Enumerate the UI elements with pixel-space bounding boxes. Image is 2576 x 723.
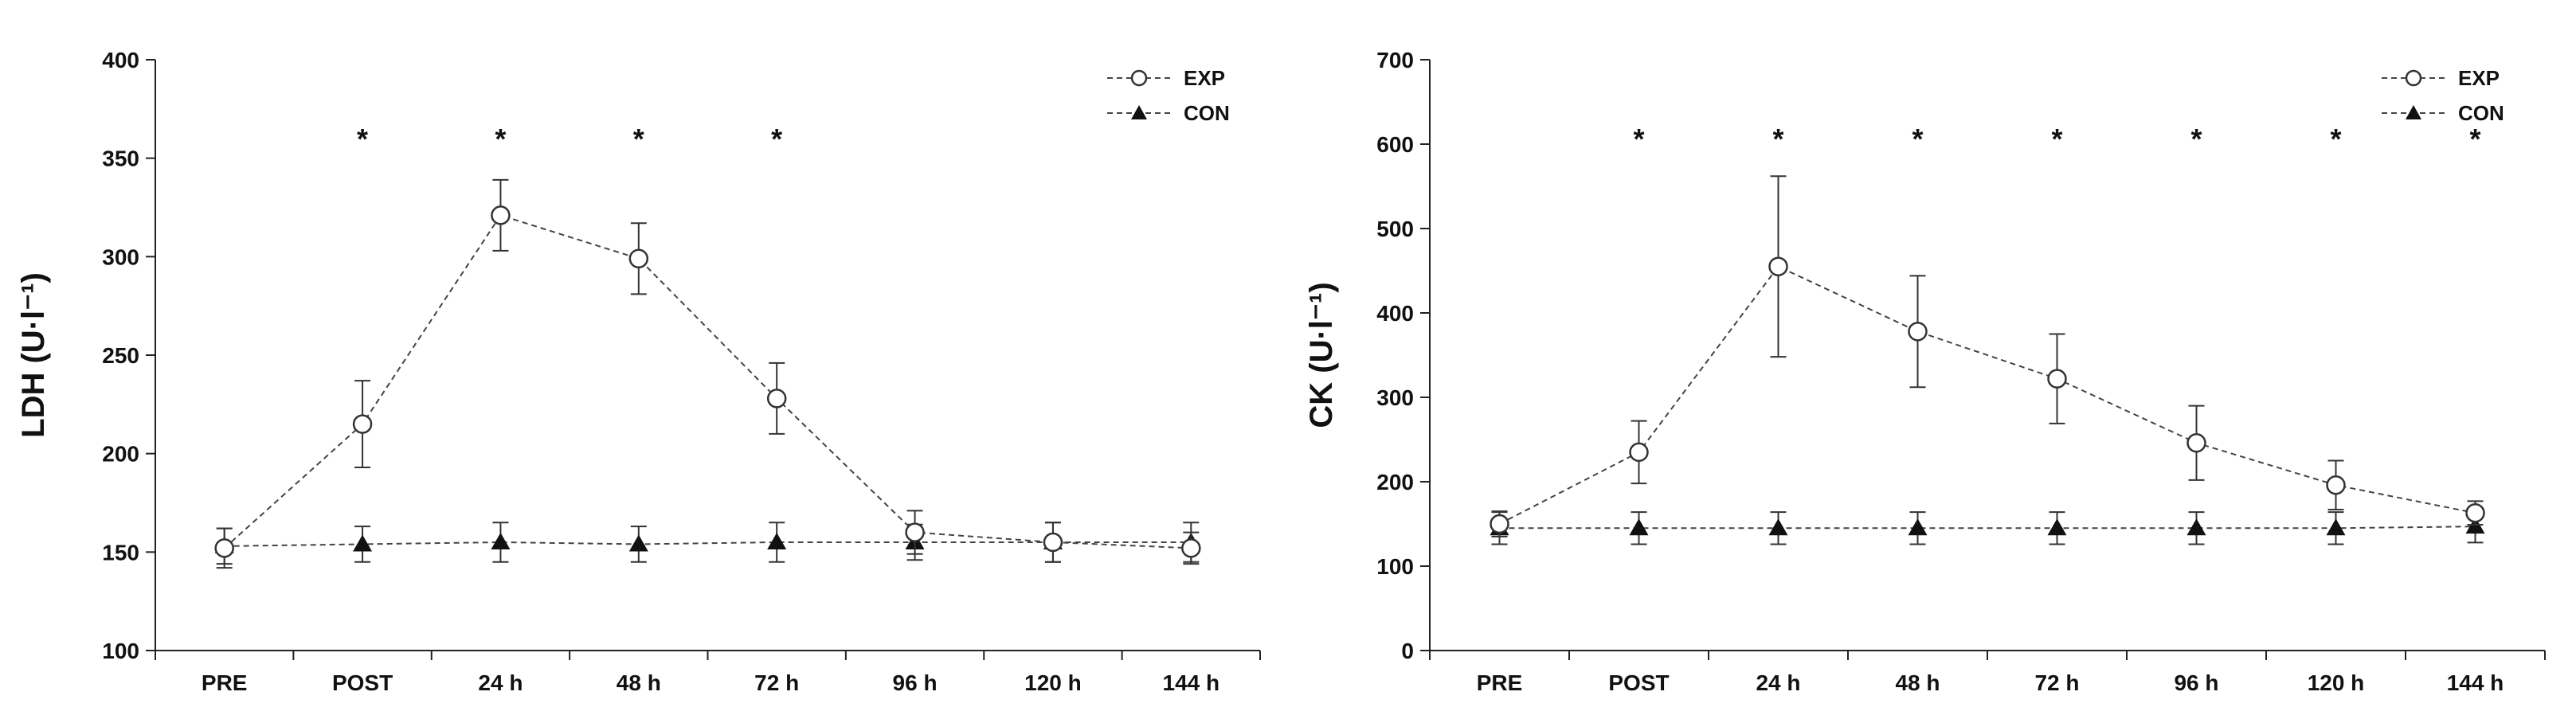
data-point-exp — [2465, 502, 2485, 523]
significance-marker: * — [1772, 123, 1783, 155]
x-tick-label: 24 h — [1756, 670, 1800, 695]
x-tick-label: 120 h — [1024, 670, 1082, 695]
data-point-exp — [352, 414, 373, 434]
series-line-exp — [1499, 265, 2476, 525]
y-axis-label: LDH (U·l⁻¹) — [16, 272, 51, 438]
y-tick-label: 250 — [102, 343, 139, 368]
legend-label: CON — [1184, 101, 1230, 125]
data-point-exp — [1908, 322, 1928, 342]
series-exp — [1490, 175, 2485, 537]
x-tick-label: 48 h — [1895, 670, 1940, 695]
significance-marker: * — [771, 123, 782, 155]
data-point-con — [1768, 518, 1788, 536]
significance-marker: * — [1633, 123, 1644, 155]
y-tick-label: 300 — [1376, 385, 1414, 410]
legend-marker — [2405, 69, 2422, 87]
chart-2: 0 100 200 300 400 500 600 700 PRE POST 24 h 48 h 72 … — [1304, 48, 2546, 695]
x-tick-label: 72 h — [754, 670, 799, 695]
y-tick-label: 150 — [102, 540, 139, 565]
x-tick-label: 96 h — [2174, 670, 2218, 695]
data-point-exp — [214, 538, 234, 558]
data-point-exp — [628, 248, 649, 269]
y-tick-label: 700 — [1376, 48, 1414, 72]
x-tick-label: 144 h — [1163, 670, 1220, 695]
y-tick-label: 600 — [1376, 132, 1414, 157]
significance-marker: * — [2190, 123, 2202, 155]
series-line-exp — [224, 214, 1192, 549]
data-point-exp — [2326, 475, 2346, 495]
x-tick-label: 72 h — [2034, 670, 2079, 695]
x-tick-label: POST — [332, 670, 393, 695]
significance-marker: * — [495, 123, 506, 155]
data-point-exp — [1768, 256, 1788, 276]
y-tick-label: 400 — [102, 48, 139, 72]
x-tick-label: 48 h — [617, 670, 661, 695]
series-con — [1490, 510, 2485, 545]
x-tick-label: PRE — [1477, 670, 1523, 695]
data-point-exp — [2186, 432, 2206, 453]
data-point-con — [353, 534, 373, 552]
data-point-con — [491, 532, 511, 549]
data-point-con — [767, 532, 787, 549]
y-tick-label: 200 — [102, 442, 139, 467]
data-point-exp — [1181, 538, 1201, 558]
x-tick-label: 24 h — [478, 670, 523, 695]
data-point-con — [628, 534, 648, 552]
data-point-exp — [1490, 514, 1509, 534]
y-tick-label: 100 — [1376, 554, 1414, 579]
y-tick-label: 200 — [1376, 470, 1414, 494]
data-point-exp — [1043, 532, 1063, 553]
data-point-exp — [2047, 369, 2067, 389]
x-tick-label: 96 h — [893, 670, 938, 695]
significance-marker: * — [633, 123, 644, 155]
significance-marker: * — [1912, 123, 1923, 155]
y-tick-label: 0 — [1401, 639, 1414, 663]
legend: EXP CON — [1107, 66, 1230, 125]
y-tick-label: 300 — [102, 244, 139, 269]
legend: EXP CON — [2382, 66, 2504, 125]
y-tick-label: 350 — [102, 147, 139, 171]
y-axis-label: CK (U·l⁻¹) — [1304, 282, 1339, 428]
data-point-con — [2047, 518, 2067, 536]
series-line-con — [224, 541, 1192, 547]
data-point-con — [1629, 518, 1649, 536]
x-tick-label: 120 h — [2308, 670, 2365, 695]
significance-marker: * — [2330, 123, 2341, 155]
chart-1: 100 150 200 250 300 350 400 PRE POST 24 h 48 h 72 h… — [16, 48, 1261, 695]
legend-label: CON — [2458, 101, 2504, 125]
y-tick-label: 400 — [1376, 301, 1414, 326]
data-point-con — [2326, 518, 2346, 536]
data-point-exp — [905, 522, 925, 542]
legend-marker — [2406, 105, 2421, 119]
x-tick-label: 144 h — [2447, 670, 2504, 695]
series-exp — [214, 178, 1201, 569]
data-point-exp — [1629, 442, 1649, 463]
significance-marker: * — [2051, 123, 2062, 155]
y-tick-label: 500 — [1376, 217, 1414, 241]
data-point-exp — [491, 205, 511, 225]
y-tick-label: 100 — [102, 639, 139, 663]
significance-marker: * — [357, 123, 368, 155]
legend-marker — [1131, 105, 1147, 119]
series-line-con — [1499, 526, 2476, 530]
legend-label: EXP — [2458, 66, 2500, 90]
data-point-exp — [766, 389, 787, 408]
x-tick-label: POST — [1608, 670, 1669, 695]
data-point-con — [2186, 518, 2206, 536]
legend-label: EXP — [1184, 66, 1225, 90]
legend-marker — [1130, 69, 1148, 87]
significance-marker: * — [2469, 123, 2480, 155]
x-tick-label: PRE — [202, 670, 248, 695]
data-point-con — [1908, 518, 1928, 536]
